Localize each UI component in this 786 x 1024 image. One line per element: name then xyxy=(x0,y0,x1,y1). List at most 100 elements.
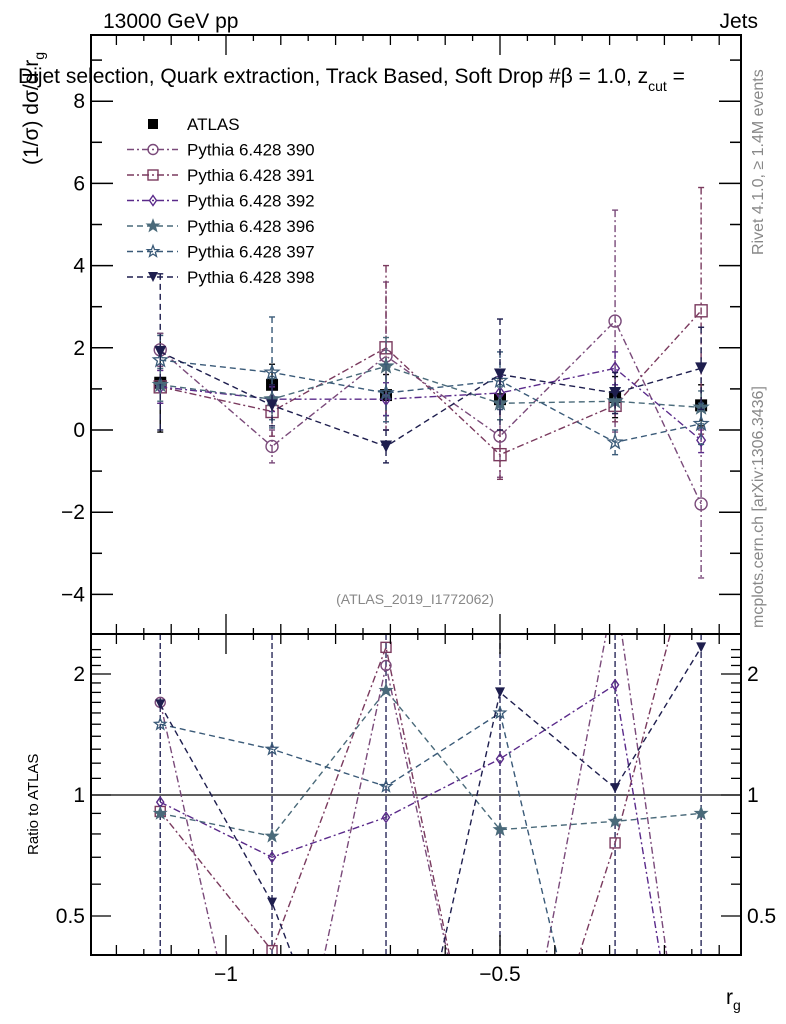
mcplots-label: mcplots.cern.ch [arXiv:1306.3436] xyxy=(750,386,767,628)
ratio-point xyxy=(607,813,623,828)
data-point xyxy=(606,433,624,450)
data-point xyxy=(494,368,506,381)
data-point xyxy=(266,399,279,412)
ratio-y-tick-label: 0.5 xyxy=(56,905,85,928)
legend-item: Pythia 6.428 392 xyxy=(127,192,315,211)
ratio-point xyxy=(380,641,392,654)
ratio-line xyxy=(160,689,702,837)
legend-item: Pythia 6.428 390 xyxy=(127,141,315,160)
series-line xyxy=(160,359,702,444)
legend-label: Pythia 6.428 398 xyxy=(187,268,315,287)
ratio-plot-series xyxy=(91,582,741,955)
ratio-line xyxy=(160,711,558,955)
ratio-point xyxy=(610,678,620,692)
ratio-point xyxy=(266,944,278,955)
series-atlas xyxy=(154,332,708,433)
ratio-y-tick-label: 1 xyxy=(73,784,85,807)
ratio-y-tick-label: 2 xyxy=(73,663,85,686)
series-pythia-6-428-397 xyxy=(151,316,710,456)
legend-label: ATLAS xyxy=(187,115,240,134)
ratio-line xyxy=(159,634,672,955)
legend-label: Pythia 6.428 390 xyxy=(187,141,315,160)
series-line xyxy=(160,310,702,456)
ratio-point xyxy=(495,687,505,698)
rivet-version-label: Rivet 4.1.0, ≥ 1.4M events xyxy=(750,69,767,255)
ratio-series-pythia-6-428-391 xyxy=(154,634,672,955)
legend-marker xyxy=(148,119,158,129)
y-axis-label-main: (1/σ) dσ/d rg xyxy=(20,52,47,165)
ratio-point xyxy=(378,778,394,793)
x-axis-label: rg xyxy=(726,986,741,1013)
ratio-series-pythia-6-428-396 xyxy=(152,682,709,843)
series-line xyxy=(159,319,702,505)
ratio-point xyxy=(696,642,707,653)
ratio-y-tick-label-right: 2 xyxy=(747,663,759,686)
y-tick-label: 2 xyxy=(73,337,85,360)
data-point xyxy=(151,351,169,368)
ratio-y-tick-label-right: 0.5 xyxy=(747,905,776,928)
y-tick-label: 8 xyxy=(73,90,85,113)
header-left-label: 13000 GeV pp xyxy=(103,10,238,33)
ratio-point xyxy=(264,828,280,843)
legend-item: Pythia 6.428 398 xyxy=(127,268,315,287)
ratio-point xyxy=(381,811,391,824)
data-point xyxy=(377,383,395,401)
legend-marker xyxy=(147,143,159,156)
legend-marker xyxy=(148,194,158,207)
ratio-point xyxy=(610,582,620,592)
data-point xyxy=(154,345,167,358)
y-tick-label: −2 xyxy=(61,501,85,524)
y-tick-label: 4 xyxy=(73,255,85,278)
ratio-y-tick-label-right: 1 xyxy=(747,784,759,807)
header-right-label: Jets xyxy=(719,10,758,33)
data-point xyxy=(695,362,708,375)
ratio-point xyxy=(267,851,277,864)
ratio-point xyxy=(610,783,621,794)
data-point xyxy=(696,433,707,448)
data-point xyxy=(609,387,622,400)
ratio-point xyxy=(380,659,392,672)
data-point xyxy=(608,314,622,328)
ratio-point xyxy=(492,705,508,720)
y-tick-label: −4 xyxy=(61,583,85,606)
legend-marker xyxy=(147,169,159,181)
ratio-line xyxy=(159,646,702,955)
ratio-point xyxy=(264,741,280,756)
ratio-line xyxy=(159,683,661,955)
x-tick-label: −1 xyxy=(214,963,238,986)
ratio-line xyxy=(159,634,668,955)
legend-item: Pythia 6.428 391 xyxy=(127,166,315,185)
data-point xyxy=(265,439,279,454)
y-axis-label-ratio: Ratio to ATLAS xyxy=(25,754,42,855)
ratio-point xyxy=(152,716,168,731)
data-point xyxy=(380,440,393,453)
analysis-tag: (ATLAS_2019_I1772062) xyxy=(336,591,494,607)
legend-item: Pythia 6.428 397 xyxy=(127,243,315,262)
legend-marker xyxy=(148,272,158,282)
ratio-series-pythia-6-428-398 xyxy=(155,642,707,955)
data-point xyxy=(692,414,710,432)
ratio-point xyxy=(492,821,508,837)
plot-title: Dijet selection, Quark extraction, Track… xyxy=(18,65,685,94)
ratio-point xyxy=(155,699,166,710)
ratio-series-pythia-6-428-392 xyxy=(155,678,661,955)
legend-label: Pythia 6.428 392 xyxy=(187,192,315,211)
ratio-point xyxy=(152,805,168,820)
ratio-series-pythia-6-428-390 xyxy=(154,582,668,955)
ratio-point xyxy=(495,752,505,766)
ratio-point xyxy=(609,837,621,849)
ratio-point xyxy=(267,897,278,908)
x-tick-label: −0.5 xyxy=(479,963,520,986)
series-line xyxy=(160,367,702,441)
series-line xyxy=(159,351,702,448)
legend-item: ATLAS xyxy=(148,115,240,134)
legend-marker xyxy=(145,243,161,258)
series-pythia-6-428-390 xyxy=(153,209,708,579)
series-pythia-6-428-398 xyxy=(154,273,708,464)
data-point xyxy=(694,304,708,318)
legend-item: Pythia 6.428 396 xyxy=(127,217,315,236)
legend: ATLAS Pythia 6.428 390 Pythia 6.428 391 Pyt… xyxy=(127,115,315,287)
ratio-point xyxy=(693,805,709,820)
data-point xyxy=(493,447,507,462)
ratio-series-pythia-6-428-397 xyxy=(152,705,558,955)
